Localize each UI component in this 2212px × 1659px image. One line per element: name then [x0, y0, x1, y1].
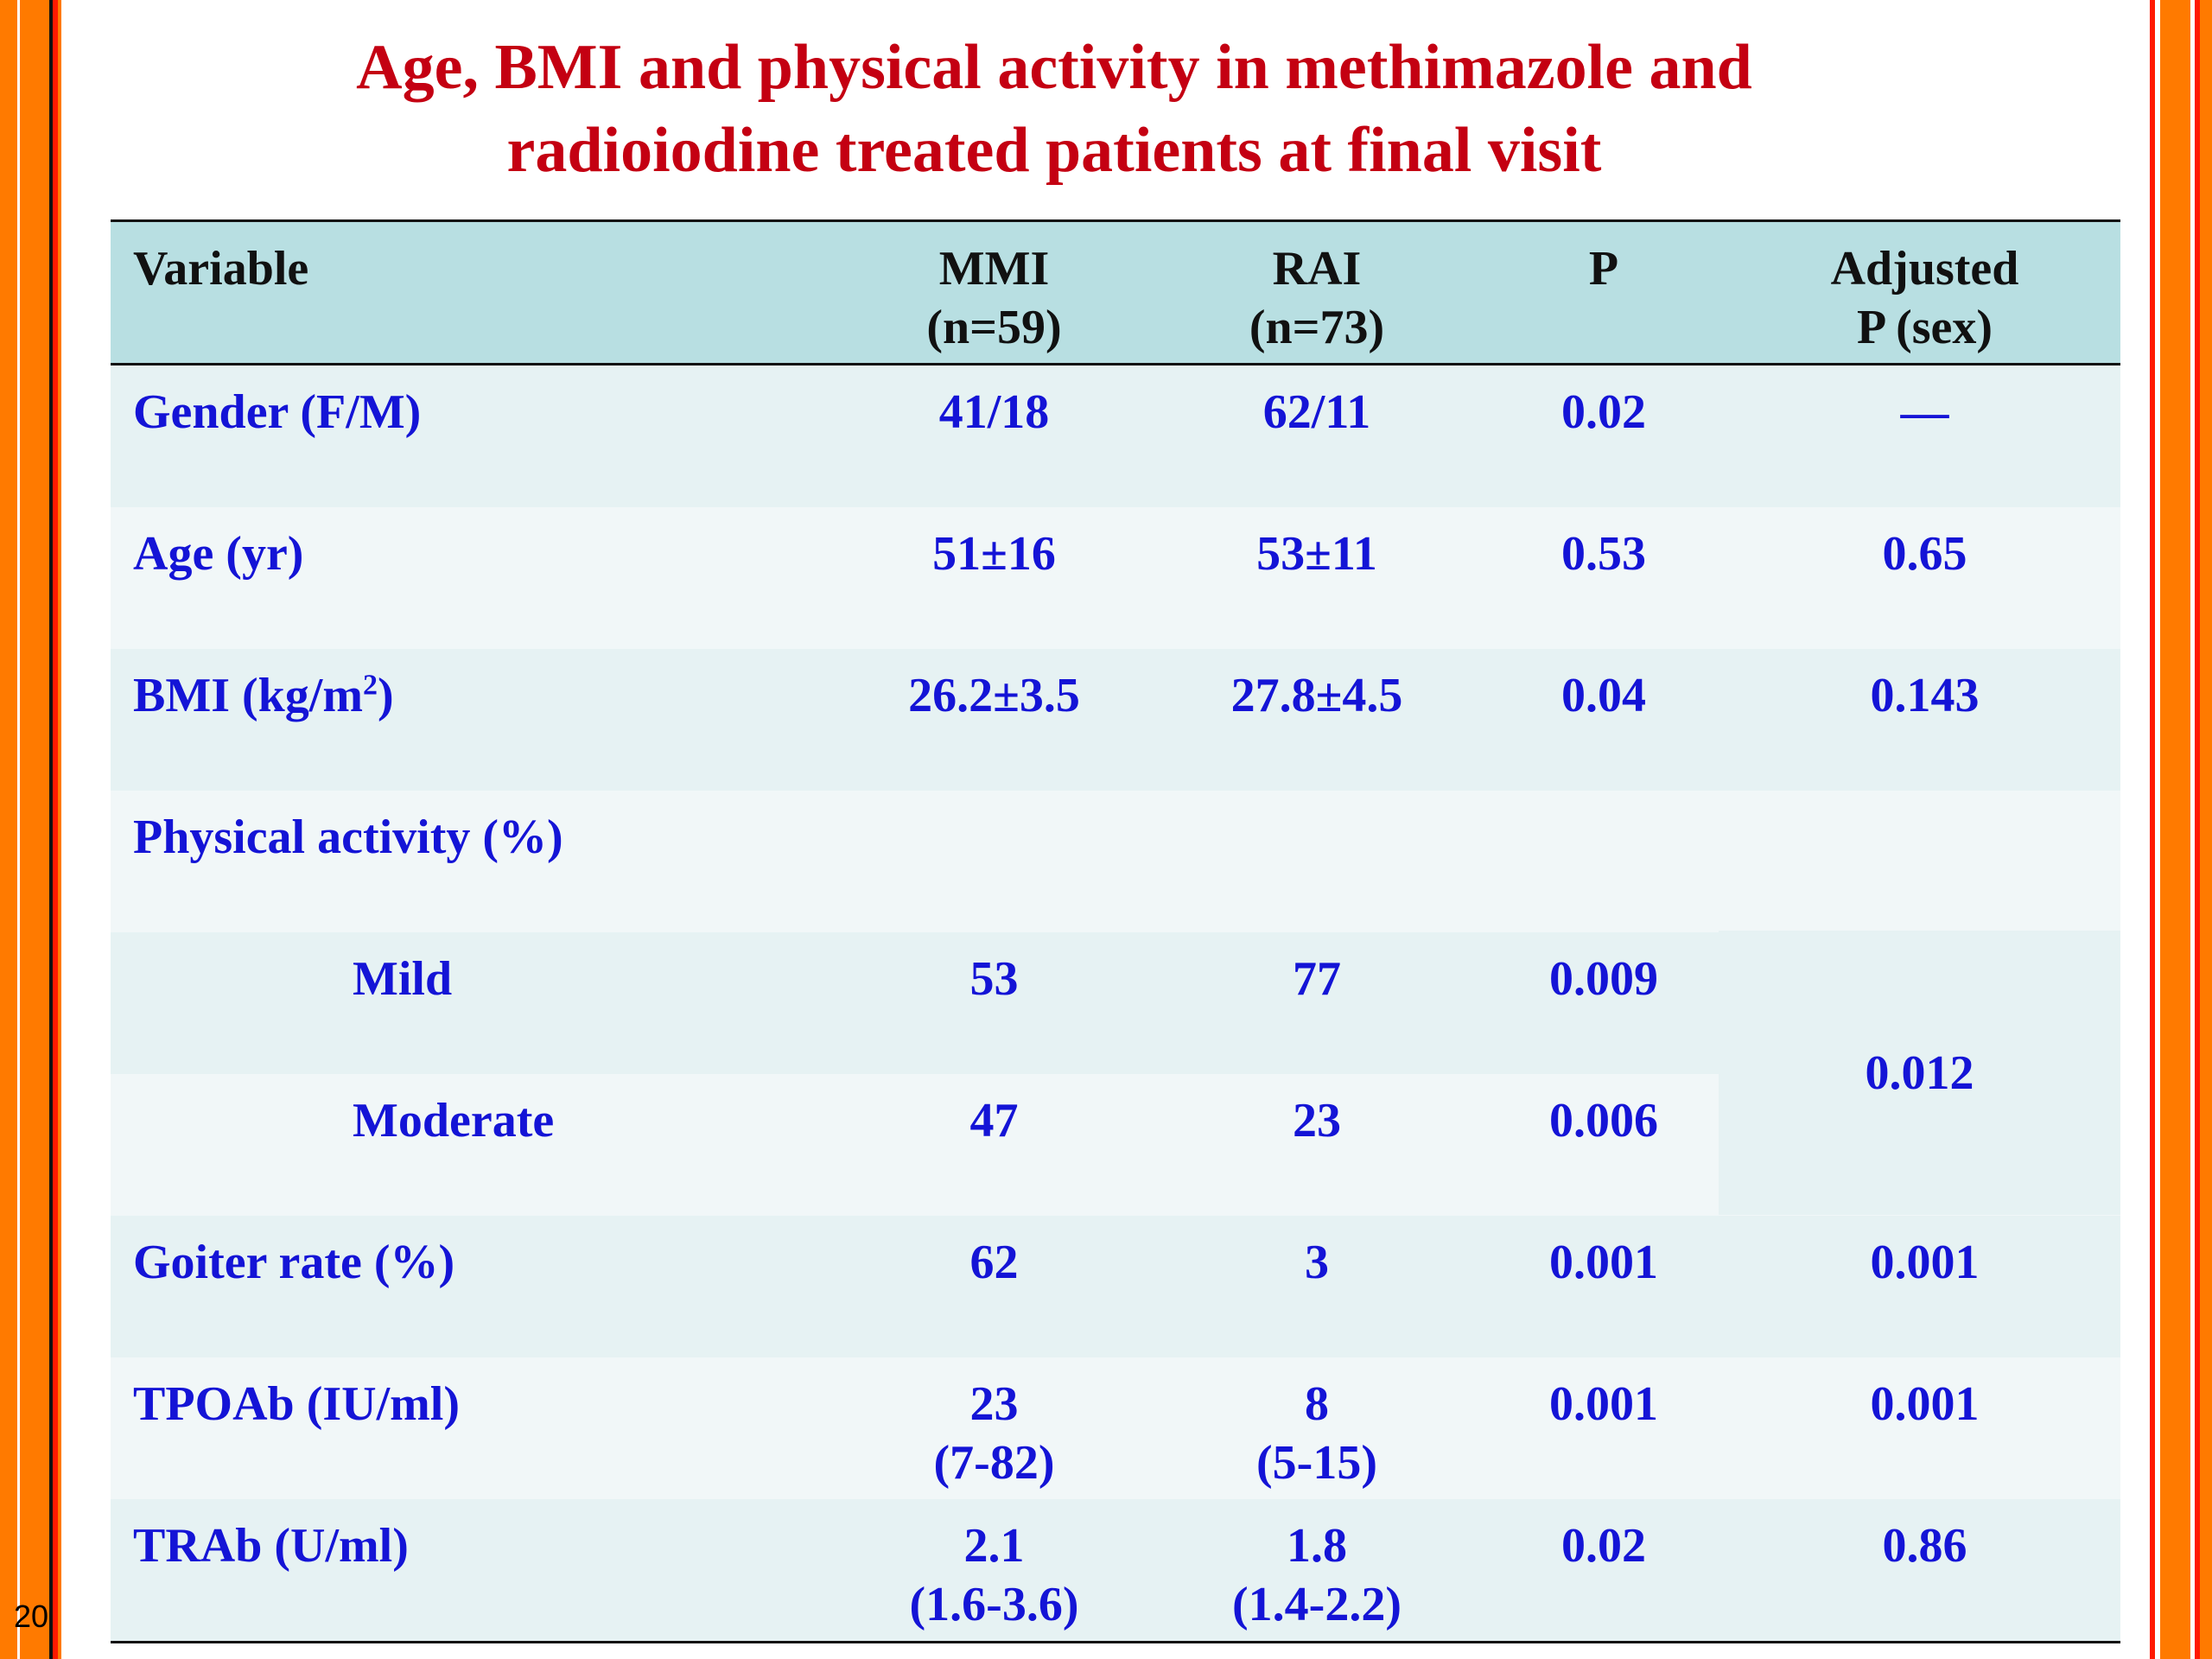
- cell-mmi-range: (1.6-3.6): [909, 1578, 1079, 1631]
- cell-variable: Mild: [353, 952, 453, 1006]
- cell-variable-close: ): [378, 669, 394, 722]
- cell-variable-superscript: 2: [363, 669, 378, 702]
- cell-mmi-median: 23: [969, 1377, 1019, 1431]
- cell-mmi-range: (7-82): [933, 1436, 1055, 1490]
- cell-mmi: [833, 791, 1155, 932]
- cell-mmi-median: 2.1: [963, 1519, 1025, 1573]
- header-p: P: [1588, 242, 1619, 296]
- border-left-orange-thin: [58, 0, 61, 1659]
- border-left-orange: [0, 0, 17, 1659]
- header-variable: Variable: [133, 242, 309, 296]
- cell-p: 0.006: [1549, 1094, 1658, 1147]
- cell-p: 0.001: [1549, 1377, 1658, 1431]
- header-rai-n: (n=73): [1249, 301, 1385, 354]
- cell-variable: TRAb (U/ml): [133, 1519, 409, 1573]
- cell-variable-text: BMI (kg/m: [133, 669, 363, 722]
- results-table: Variable MMI (n=59) RAI (n=73) P Adjuste…: [111, 219, 2120, 1643]
- table-header-row: Variable MMI (n=59) RAI (n=73) P Adjuste…: [111, 222, 2120, 365]
- cell-adjusted-p: 0.86: [1882, 1519, 1967, 1573]
- cell-p: 0.009: [1549, 952, 1658, 1006]
- cell-adjusted-p: 0.65: [1882, 527, 1967, 581]
- cell-adjusted-p: 0.143: [1870, 669, 1980, 722]
- border-right-red-2: [2195, 0, 2200, 1659]
- cell-p: [1478, 791, 1729, 932]
- header-mmi-label: MMI: [938, 242, 1050, 296]
- cell-mmi: 53: [969, 952, 1019, 1006]
- cell-adjusted-p: 0.001: [1870, 1377, 1980, 1431]
- border-right-gap-2: [2190, 0, 2195, 1659]
- cell-rai: 1.8 (1.4-2.2): [1155, 1499, 1478, 1641]
- slide-title: Age, BMI and physical activity in methim…: [112, 26, 1996, 192]
- cell-mmi: 26.2±3.5: [908, 669, 1080, 722]
- cell-variable: Moderate: [353, 1094, 555, 1147]
- border-right-gap: [2155, 0, 2160, 1659]
- cell-rai: 77: [1293, 952, 1341, 1006]
- border-right-orange: [2200, 0, 2212, 1659]
- cell-rai-median: 8: [1305, 1377, 1329, 1431]
- cell-mmi: 47: [969, 1094, 1019, 1147]
- cell-variable: Physical activity (%): [133, 810, 563, 864]
- cell-p: 0.02: [1561, 385, 1646, 439]
- cell-p: 0.04: [1561, 669, 1646, 722]
- cell-adjusted-p: 0.001: [1870, 1236, 1980, 1289]
- cell-adjusted-p: [1729, 791, 2120, 932]
- cell-rai-range: (5-15): [1256, 1436, 1377, 1490]
- table-row: Goiter rate (%) 62 3 0.001 0.001: [111, 1216, 2120, 1357]
- cell-rai: 62/11: [1262, 385, 1371, 439]
- cell-rai: [1155, 791, 1478, 932]
- cell-adjusted-p: —: [1900, 385, 1949, 439]
- header-adjusted-p: Adjusted P (sex): [1729, 222, 2120, 363]
- border-right-red: [2150, 0, 2155, 1659]
- table-row: BMI (kg/m2) 26.2±3.5 27.8±4.5 0.04 0.143: [111, 649, 2120, 791]
- cell-rai: 8 (5-15): [1155, 1357, 1478, 1499]
- cell-variable: TPOAb (IU/ml): [133, 1377, 460, 1431]
- header-rai-label: RAI: [1272, 242, 1362, 296]
- cell-mmi: 62: [969, 1236, 1019, 1289]
- cell-variable: BMI (kg/m2): [111, 649, 833, 791]
- table-row: TPOAb (IU/ml) 23 (7-82) 8 (5-15) 0.001 0…: [111, 1357, 2120, 1499]
- table-row: Gender (F/M) 41/18 62/11 0.02 —: [111, 365, 2120, 507]
- cell-adjusted-p-physical-activity: 0.012: [1719, 931, 2120, 1215]
- cell-mmi: 51±16: [932, 527, 1056, 581]
- border-left-gap: [17, 0, 20, 1659]
- border-left-red: [53, 0, 58, 1659]
- table-row: Age (yr) 51±16 53±11 0.53 0.65: [111, 507, 2120, 649]
- cell-rai-range: (1.4-2.2): [1232, 1578, 1402, 1631]
- slide-number: 20: [14, 1599, 49, 1634]
- cell-rai-median: 1.8: [1287, 1519, 1347, 1573]
- cell-rai: 27.8±4.5: [1230, 669, 1403, 722]
- table-row: Physical activity (%): [111, 791, 2120, 932]
- cell-mmi: 2.1 (1.6-3.6): [833, 1499, 1155, 1641]
- cell-variable: Goiter rate (%): [133, 1236, 455, 1289]
- header-mmi: MMI (n=59): [833, 222, 1155, 363]
- header-rai: RAI (n=73): [1155, 222, 1478, 363]
- cell-p: 0.02: [1561, 1519, 1646, 1573]
- border-left-orange-wide: [20, 0, 49, 1659]
- border-left-black: [49, 0, 53, 1659]
- header-mmi-n: (n=59): [926, 301, 1062, 354]
- table-row: TRAb (U/ml) 2.1 (1.6-3.6) 1.8 (1.4-2.2) …: [111, 1499, 2120, 1641]
- cell-rai: 23: [1293, 1094, 1341, 1147]
- cell-rai: 53±11: [1256, 527, 1377, 581]
- cell-rai: 3: [1305, 1236, 1329, 1289]
- border-right-orange-wide: [2160, 0, 2190, 1659]
- cell-p: 0.001: [1549, 1236, 1658, 1289]
- cell-variable: Gender (F/M): [133, 385, 422, 439]
- cell-p: 0.53: [1561, 527, 1646, 581]
- cell-mmi: 23 (7-82): [833, 1357, 1155, 1499]
- cell-variable: Age (yr): [133, 527, 304, 581]
- cell-mmi: 41/18: [938, 385, 1050, 439]
- slide-title-line1: Age, BMI and physical activity in methim…: [356, 32, 1752, 103]
- header-adjusted-sex: P (sex): [1856, 301, 1993, 354]
- slide-title-line2: radioiodine treated patients at final vi…: [506, 115, 1602, 186]
- header-adjusted-label: Adjusted: [1830, 242, 2019, 296]
